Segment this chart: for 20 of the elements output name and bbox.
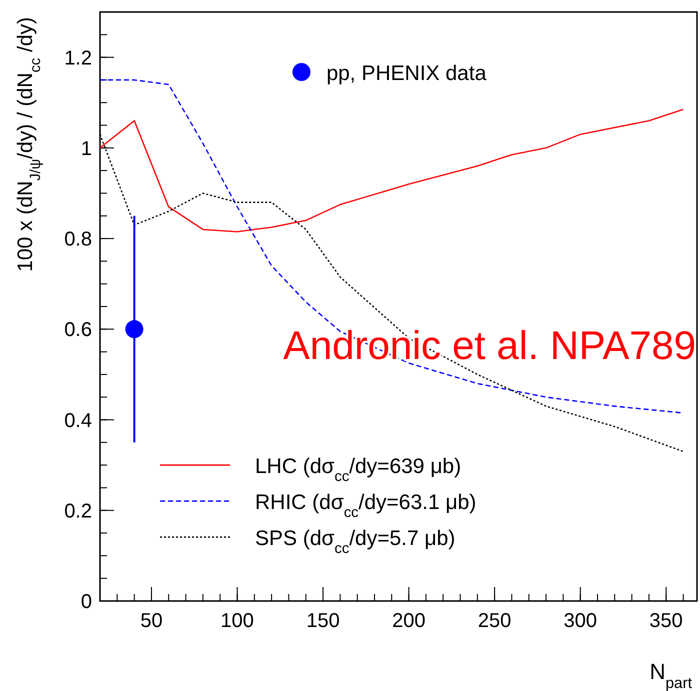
y-tick-label: 0 [80, 591, 92, 613]
x-tick-label: 200 [392, 610, 426, 632]
x-tick-label: 150 [306, 610, 340, 632]
x-tick-label: 350 [649, 610, 683, 632]
y-tick-label: 0.6 [64, 319, 92, 342]
legend-label: LHC (dσ$_{cc}$/dy=639 μb) [255, 455, 462, 486]
x-tick-label: 50 [140, 610, 163, 632]
legend-label: RHIC (dσ$_{cc}$/dy=63.1 μb) [255, 491, 476, 522]
y-tick-label: 1.2 [64, 47, 92, 70]
x-tick-label: 250 [478, 610, 512, 632]
y-tick-label: 0.8 [64, 228, 92, 251]
x-tick-label: 300 [564, 610, 598, 632]
y-tick-label: 0.4 [64, 410, 92, 432]
x-axis-title: N$_{part}$ [650, 659, 693, 691]
legend-label: SPS (dσ$_{cc}$/dy=5.7 μb) [255, 527, 456, 558]
y-tick-label: 1 [80, 138, 92, 160]
legend-label: pp, PHENIX data [326, 62, 487, 85]
x-tick-label: 100 [220, 610, 254, 632]
y-tick-label: 0.2 [64, 500, 92, 522]
line-series [99, 108, 684, 232]
